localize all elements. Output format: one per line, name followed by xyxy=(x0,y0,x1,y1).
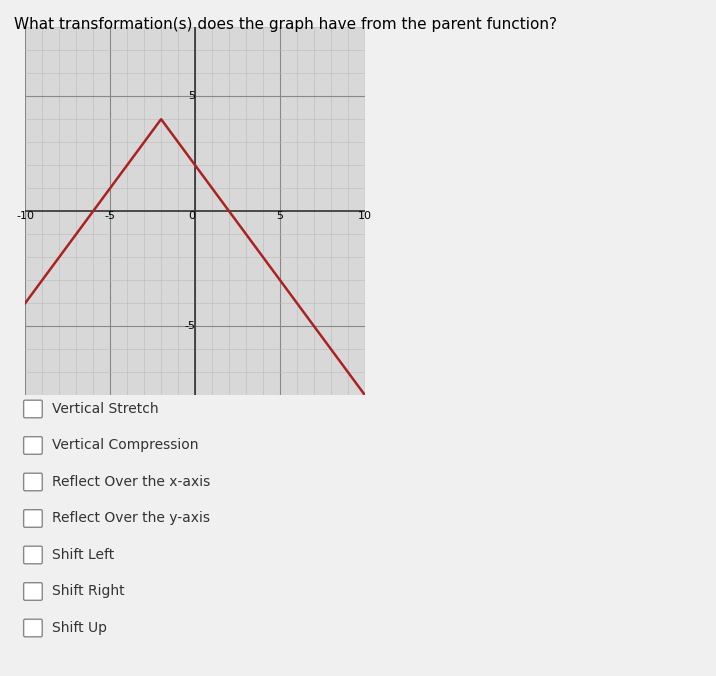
Text: Vertical Stretch: Vertical Stretch xyxy=(52,402,158,416)
Text: 5: 5 xyxy=(276,212,284,221)
Text: Shift Left: Shift Left xyxy=(52,548,114,562)
Text: Shift Up: Shift Up xyxy=(52,621,107,635)
Text: -10: -10 xyxy=(16,212,34,221)
Text: -5: -5 xyxy=(184,321,195,331)
Text: What transformation(s) does the graph have from the parent function?: What transformation(s) does the graph ha… xyxy=(14,17,557,32)
Text: 5: 5 xyxy=(188,91,195,101)
Text: Reflect Over the y-axis: Reflect Over the y-axis xyxy=(52,512,210,525)
Text: Reflect Over the x-axis: Reflect Over the x-axis xyxy=(52,475,210,489)
Text: 10: 10 xyxy=(358,212,372,221)
Text: Shift Right: Shift Right xyxy=(52,585,124,598)
Text: 0: 0 xyxy=(188,212,195,221)
Text: Vertical Compression: Vertical Compression xyxy=(52,439,198,452)
Text: -5: -5 xyxy=(105,212,115,221)
